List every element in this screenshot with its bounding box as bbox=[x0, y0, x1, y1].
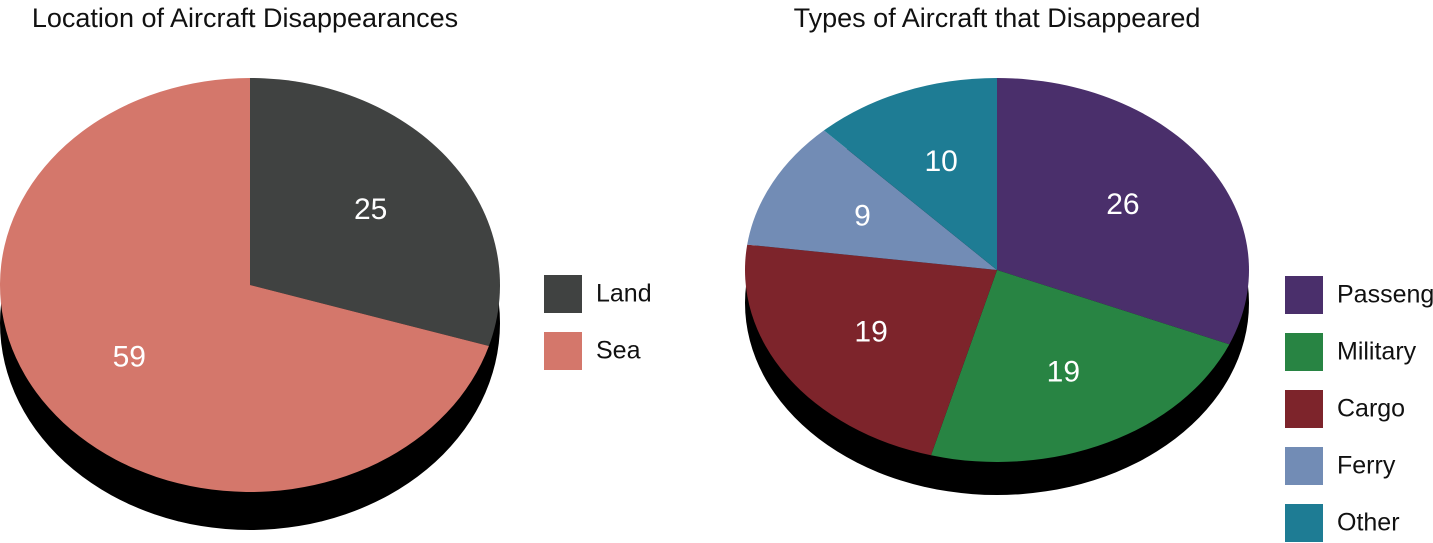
value-label: 26 bbox=[1106, 188, 1139, 221]
value-label: 25 bbox=[354, 193, 387, 226]
legend-swatch bbox=[1285, 447, 1323, 485]
pie-slice bbox=[747, 130, 997, 270]
chart-title: Types of Aircraft that Disappeared bbox=[794, 3, 1201, 33]
legend-label: Ferry bbox=[1337, 452, 1396, 480]
legend-label: Cargo bbox=[1337, 395, 1405, 423]
pie-slice bbox=[0, 77, 489, 492]
pie-slice bbox=[823, 78, 997, 270]
chart-title: Location of Aircraft Disappearances bbox=[32, 3, 458, 33]
legend-label: Land bbox=[596, 280, 652, 308]
pie-slice bbox=[931, 270, 1230, 462]
legend-label: Passenger bbox=[1337, 281, 1433, 309]
value-label: 9 bbox=[854, 199, 871, 232]
legend-swatch bbox=[1285, 390, 1323, 428]
value-label: 10 bbox=[924, 145, 957, 178]
pie-slice bbox=[745, 244, 997, 456]
legend-swatch bbox=[1285, 504, 1323, 542]
value-label: 19 bbox=[1047, 355, 1080, 388]
value-label: 19 bbox=[854, 316, 887, 349]
legend-swatch bbox=[1285, 333, 1323, 371]
legend-label: Military bbox=[1337, 338, 1417, 366]
legend-swatch bbox=[1285, 276, 1323, 314]
legend-label: Other bbox=[1337, 509, 1400, 537]
legend-swatch bbox=[544, 275, 582, 313]
pie-slice bbox=[997, 78, 1249, 345]
legend-swatch bbox=[544, 332, 582, 370]
pie-slice bbox=[250, 78, 500, 347]
value-label: 59 bbox=[113, 341, 146, 374]
legend-label: Sea bbox=[596, 337, 641, 365]
